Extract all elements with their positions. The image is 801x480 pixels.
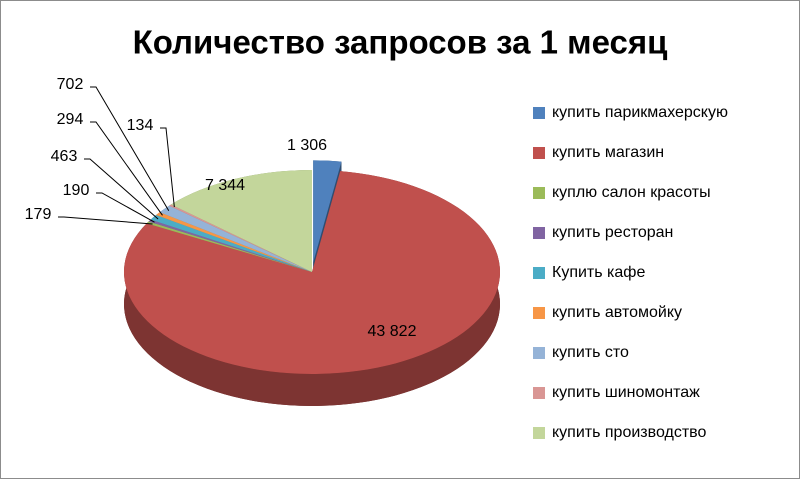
leader-line [84,158,159,220]
legend-swatch [533,347,545,359]
data-label: 179 [25,206,52,223]
slice [313,160,342,263]
data-label: 294 [57,111,84,128]
slice [124,171,501,375]
chart-title: Количество запросов за 1 месяц [133,24,668,61]
legend-swatch [533,147,545,159]
legend-label: куплю салон красоты [552,184,711,201]
legend-label: Купить кафе [552,264,645,281]
data-label: 190 [63,182,90,199]
leader-line [160,127,175,208]
data-label: 7 344 [205,177,245,194]
legend-swatch [533,307,545,319]
legend-swatch [533,267,545,279]
slice [171,170,312,272]
slice [156,212,312,272]
legend-swatch [533,427,545,439]
data-label: 1 306 [287,137,327,154]
legend-label: купить производство [552,424,706,441]
legend-label: купить ресторан [552,224,673,241]
leader-line [58,216,153,225]
legend-label: купить шиномонтаж [552,384,700,401]
leader-line [90,86,170,212]
data-label: 43 822 [368,323,417,340]
legend-swatch [533,107,545,119]
slice [159,205,312,272]
legend-label: купить автомойку [552,304,682,321]
slice [150,215,312,272]
data-label: 702 [57,76,84,93]
slice [169,204,312,272]
legend-swatch [533,227,545,239]
leader-line [96,192,155,223]
data-label: 134 [127,117,154,134]
slice [148,219,312,272]
legend-swatch [533,387,545,399]
data-label: 463 [51,148,78,165]
slice [146,221,312,272]
legend-swatch [533,187,545,199]
leader-line [90,121,163,216]
legend-label: купить сто [552,344,629,361]
legend-label: купить магазин [552,144,664,161]
legend-label: купить парикмахерскую [552,104,728,121]
